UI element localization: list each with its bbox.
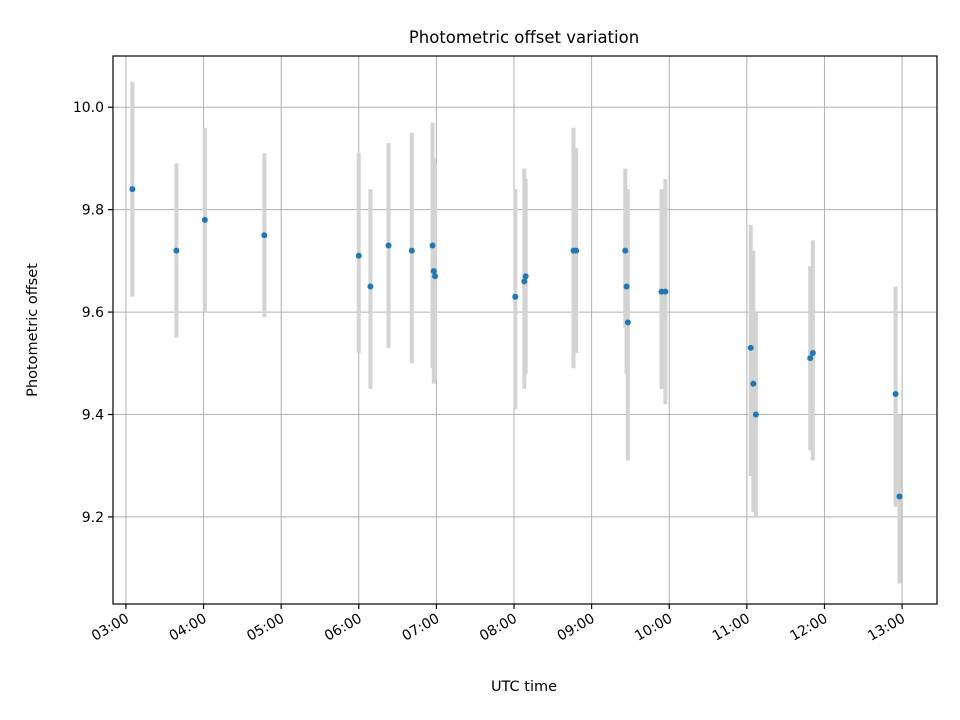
data-point [896, 493, 903, 500]
data-point [752, 411, 759, 418]
data-point [261, 232, 268, 239]
data-point [432, 273, 439, 280]
y-tick-label: 9.4 [82, 408, 104, 424]
point-layer [129, 186, 903, 500]
y-axis-label: Photometric offset [25, 263, 41, 397]
data-point [622, 247, 629, 254]
data-point [747, 344, 754, 351]
data-point [809, 350, 816, 357]
data-point [750, 380, 757, 387]
data-point [521, 278, 528, 285]
data-point [573, 247, 580, 254]
data-point [129, 186, 136, 193]
data-point [355, 252, 362, 259]
data-point [201, 216, 208, 223]
data-point [408, 247, 415, 254]
chart-title: Photometric offset variation [409, 28, 639, 47]
data-point [662, 288, 669, 295]
data-point [430, 268, 437, 275]
data-point [429, 242, 436, 249]
data-point [173, 247, 180, 254]
data-point [807, 355, 814, 362]
y-tick-label: 9.6 [82, 305, 104, 321]
y-axis-ticks: 9.2 9.4 9.6 9.8 10.0 [73, 100, 113, 526]
data-point [624, 319, 631, 326]
data-point [512, 293, 519, 300]
data-point [892, 391, 899, 398]
data-point [522, 273, 529, 280]
plot-frame [112, 55, 938, 605]
y-tick-label: 9.2 [82, 510, 104, 526]
data-point [385, 242, 392, 249]
x-axis-label: UTC time [491, 679, 557, 695]
y-tick-label: 9.8 [82, 203, 104, 219]
data-point [367, 283, 374, 290]
y-tick-label: 10.0 [73, 100, 104, 116]
data-point [623, 283, 630, 290]
